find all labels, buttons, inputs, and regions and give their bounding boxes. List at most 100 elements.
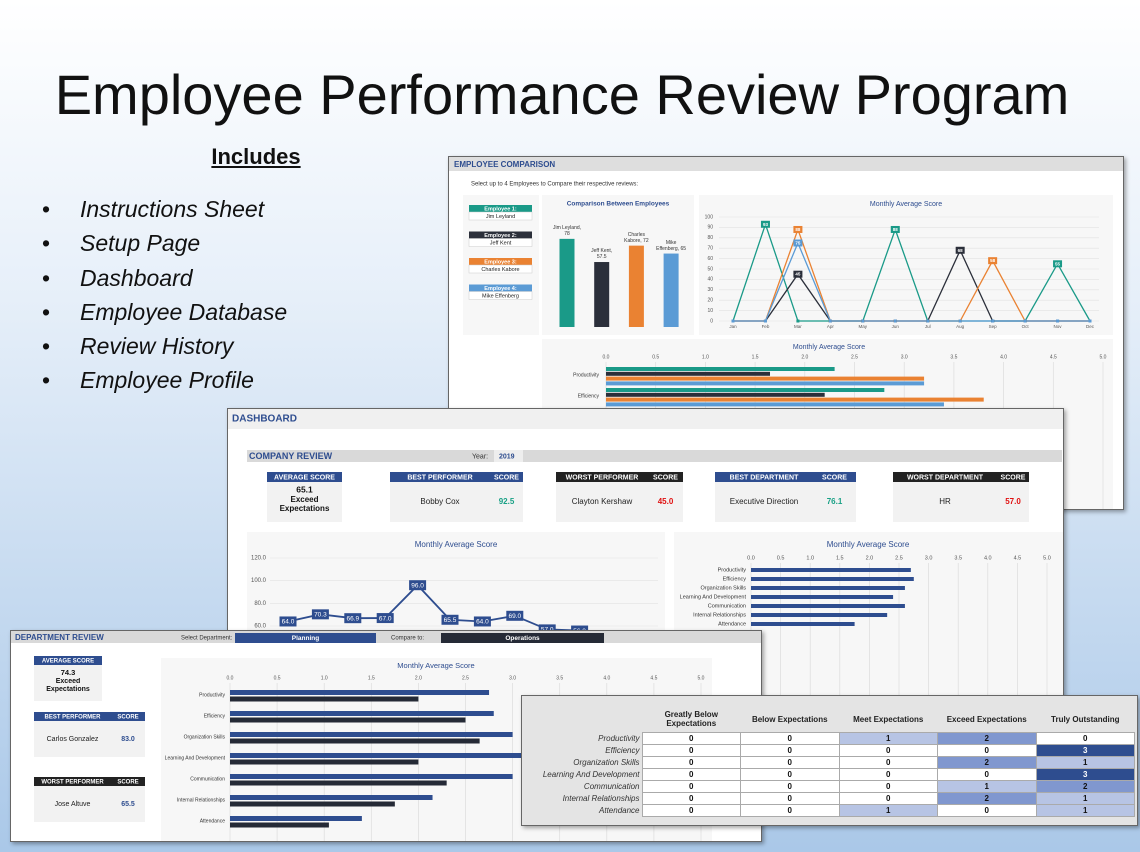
category-label: Internal Relationships	[177, 797, 226, 803]
bar-value-label: Charles Kabore, 72	[624, 231, 649, 244]
point-label-box	[793, 239, 803, 247]
category-label: Productivity	[199, 692, 225, 698]
count-cell: 3	[1035, 744, 1135, 757]
employee-name: Charles Kabore	[481, 267, 519, 273]
point-label: 69.0	[508, 613, 521, 620]
point-label: 88	[795, 227, 801, 232]
bar	[230, 696, 419, 702]
x-tick-label: 5.0	[1100, 354, 1107, 360]
x-tick-label: 0.5	[652, 354, 659, 360]
bar	[751, 595, 894, 599]
count-cell: 2	[937, 732, 1037, 745]
bar	[606, 371, 771, 376]
card-rating-box: Exceed Expectations	[279, 495, 330, 514]
y-tick-label: 120.0	[251, 556, 267, 562]
card-body	[556, 482, 683, 522]
bar-value-label: Jim Leyland, 78	[552, 224, 582, 237]
bar	[230, 795, 433, 800]
card-rating: Exceed Expectations	[279, 495, 330, 514]
corner-cell	[526, 706, 642, 733]
chart-title: Comparison Between Employees	[567, 201, 670, 208]
card-score: 45.0	[658, 497, 674, 506]
y-tick-label: 90	[707, 225, 713, 231]
count-cell: 0	[937, 768, 1037, 781]
bar	[751, 613, 888, 617]
rating-table: Greatly Below Expectations Below Expectat…	[526, 706, 1135, 817]
count-cell: 1	[1035, 756, 1135, 769]
includes-item: Employee Database	[40, 299, 287, 333]
count-cell: 2	[1035, 780, 1135, 793]
point-label: 45	[795, 272, 801, 277]
card-title: WORST DEPARTMENT	[907, 474, 984, 481]
bar	[230, 801, 395, 807]
bar	[230, 753, 541, 758]
panel-header: EMPLOYEE COMPARISON	[454, 160, 555, 169]
card-header	[267, 472, 342, 482]
x-tick-label: 0.0	[227, 675, 234, 681]
bar	[230, 774, 513, 779]
point-label-box	[473, 616, 491, 627]
instruction: Select up to 4 Employees to Compare thei…	[471, 182, 638, 188]
y-tick-label: 20	[707, 298, 713, 304]
point-label: 67.0	[379, 615, 392, 622]
point-label-box	[1053, 260, 1063, 268]
card-score-title: SCORE	[494, 474, 519, 481]
point-label-box	[988, 257, 998, 265]
bar-value-label-box: Jeff Kent, 57.5	[591, 248, 613, 261]
card-title: BEST PERFORMER	[44, 715, 101, 721]
card-body	[715, 482, 856, 522]
table-row: Attendance 0 0 1 0 1	[526, 804, 1135, 817]
bar	[230, 690, 490, 695]
point-label: 64.0	[476, 619, 489, 626]
card-score-title: SCORE	[117, 780, 138, 786]
year-box	[494, 450, 523, 462]
card-header	[893, 472, 1029, 482]
x-tick-label: 2.5	[851, 354, 858, 360]
card-name: Carlos Gonzalez	[47, 736, 99, 743]
x-tick-label: 2.0	[866, 555, 874, 561]
bar	[230, 816, 362, 821]
x-tick-label: Jul	[925, 324, 931, 329]
row-label: Internal Relationships	[562, 794, 640, 803]
count-cell: 3	[1035, 768, 1135, 781]
x-tick-label: 4.0	[603, 675, 610, 681]
employee-name-box	[468, 211, 533, 221]
card-score: 92.5	[499, 497, 515, 506]
x-tick-label: 4.0	[1000, 354, 1007, 360]
column-header: Below Expectations	[751, 714, 828, 724]
x-tick-label: 3.0	[925, 555, 933, 561]
category-label: Efficiency	[204, 713, 226, 719]
card-header	[715, 472, 856, 482]
count-cell: 1	[838, 732, 938, 745]
count-cell: 0	[641, 804, 741, 817]
select-box[interactable]	[235, 633, 376, 643]
card-body	[34, 665, 102, 701]
point-label: 96.0	[411, 582, 424, 589]
card-body	[34, 721, 145, 757]
bar-value-label: Jeff Kent, 57.5	[591, 248, 613, 261]
card-score: 57.0	[1005, 497, 1021, 506]
y-tick-label: 70	[707, 246, 713, 252]
employee-name-box	[468, 291, 533, 300]
section-bar	[247, 450, 1062, 462]
x-tick-label: Mar	[794, 324, 802, 329]
x-tick-label: Apr	[827, 324, 835, 329]
category-label: Learning And Development	[680, 594, 747, 600]
x-tick-label: 3.5	[556, 675, 563, 681]
x-tick-label: Jun	[892, 324, 900, 329]
y-tick-label: 100.0	[251, 578, 267, 584]
count-cell: 0	[641, 744, 741, 757]
x-tick-label: 1.5	[368, 675, 375, 681]
compare-box[interactable]	[441, 633, 604, 643]
includes-item: Employee Profile	[40, 367, 287, 401]
point-label: 66.9	[346, 615, 359, 622]
point-label-box	[376, 613, 394, 624]
count-cell: 0	[641, 792, 741, 805]
card-header	[34, 712, 145, 721]
bar	[606, 376, 925, 381]
includes-item: Instructions Sheet	[40, 196, 287, 230]
count-cell: 0	[641, 732, 741, 745]
card-score: 74.3	[61, 668, 76, 677]
card-body	[893, 482, 1029, 522]
panel-header-bar	[449, 157, 1123, 171]
